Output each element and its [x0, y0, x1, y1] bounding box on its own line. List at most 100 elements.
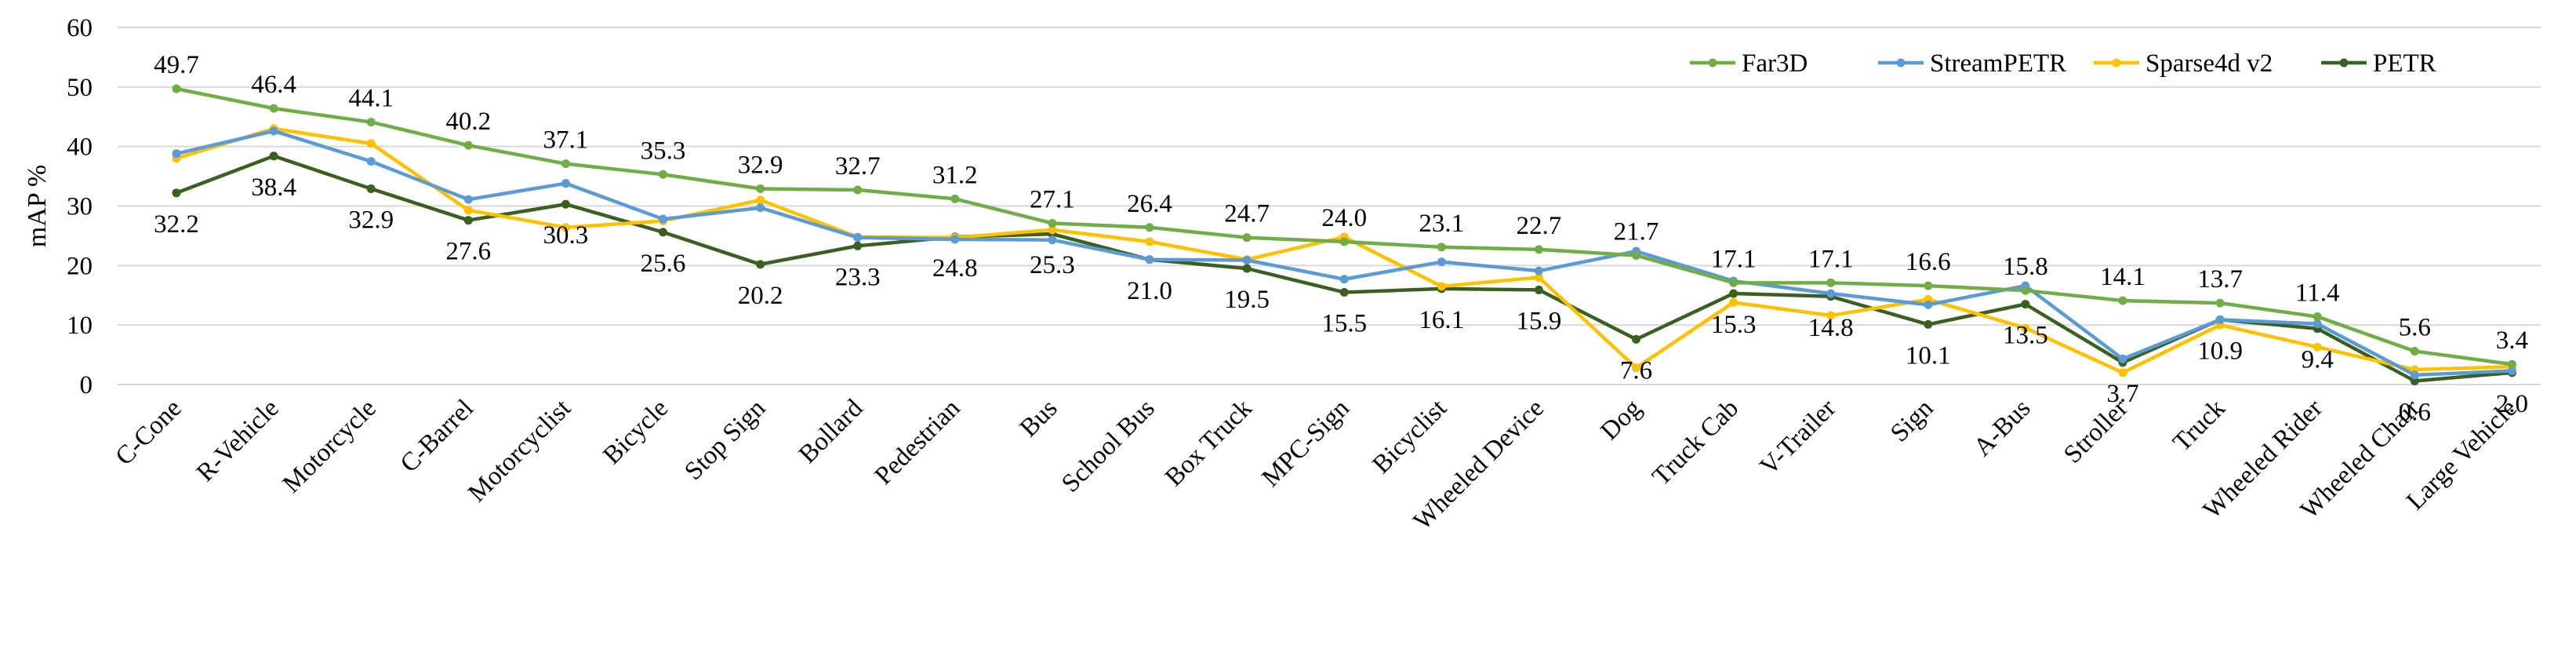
data-point: [366, 184, 376, 194]
data-point: [2313, 342, 2322, 352]
data-point: [1437, 242, 1446, 252]
series-line: [176, 129, 2512, 377]
data-label: 25.3: [1030, 251, 1075, 279]
data-point: [269, 126, 278, 136]
x-tick-label: Motorcyclist: [463, 394, 576, 508]
data-point: [561, 223, 570, 232]
data-point: [1729, 297, 1739, 307]
data-point: [2313, 319, 2322, 329]
data-point: [1048, 218, 1057, 228]
data-point: [2313, 312, 2322, 322]
data-label: 27.6: [445, 238, 491, 266]
data-label: 32.9: [738, 151, 783, 180]
data-point: [2118, 368, 2127, 377]
x-tick-label: C-Barrel: [395, 394, 479, 478]
data-point: [366, 139, 376, 148]
data-label: 10.1: [1906, 341, 1951, 370]
data-label: 26.4: [1127, 190, 1172, 218]
x-tick-label: Bicycle: [598, 394, 674, 470]
data-label: 30.3: [543, 221, 589, 250]
x-tick-label: Truck Cab: [1647, 394, 1744, 491]
data-point: [756, 260, 765, 269]
data-point: [2507, 359, 2516, 369]
data-label: 24.7: [1224, 200, 1270, 228]
x-tick-label: Bus: [1015, 394, 1063, 443]
data-label: 11.4: [2295, 279, 2340, 308]
data-point: [2507, 366, 2516, 376]
series-sparse4d-v2: [172, 124, 2516, 377]
x-tick-label: C-Cone: [111, 394, 187, 471]
legend-item: StreamPETR: [1878, 49, 2066, 78]
data-label: 16.6: [1906, 248, 1951, 276]
x-tick-label: V-Trailer: [1755, 394, 1842, 481]
data-point: [1924, 281, 1933, 290]
data-point: [1534, 273, 1543, 282]
data-point: [1924, 319, 1933, 329]
data-point: [1048, 235, 1057, 245]
series-streampetr: [172, 126, 2516, 380]
data-point: [950, 194, 960, 203]
data-point: [1826, 278, 1836, 287]
legend-item: Far3D: [1690, 49, 1808, 78]
data-point: [1339, 237, 1349, 246]
data-label: 32.2: [154, 210, 199, 239]
legend-swatch-marker: [1708, 58, 1717, 67]
data-point: [2410, 370, 2419, 380]
legend-swatch-marker: [1896, 58, 1906, 67]
data-point: [2021, 300, 2030, 309]
data-label: 15.8: [2003, 253, 2048, 281]
data-point: [1534, 245, 1543, 254]
data-point: [1632, 363, 1640, 373]
data-label: 22.7: [1517, 212, 1562, 240]
data-point: [2118, 296, 2127, 305]
data-label: 27.1: [1030, 185, 1075, 213]
data-point: [1242, 233, 1252, 242]
data-label: 32.9: [348, 206, 394, 235]
x-tick-label: R-Vehicle: [191, 394, 285, 487]
gridlines: [118, 27, 2541, 385]
data-point: [1242, 256, 1252, 265]
legend-item: PETR: [2321, 49, 2436, 78]
data-point: [463, 206, 473, 215]
x-tick-label: Box Truck: [1160, 394, 1258, 492]
data-point: [2215, 315, 2225, 324]
data-label: 15.5: [1321, 309, 1367, 337]
data-point: [853, 185, 863, 195]
data-point: [1145, 223, 1154, 232]
data-point: [1826, 289, 1836, 298]
data-label: 3.4: [2496, 326, 2528, 355]
data-label: 46.4: [251, 71, 296, 99]
data-point: [1632, 334, 1640, 344]
y-tick-label: 50: [67, 74, 93, 102]
data-point: [1437, 282, 1446, 291]
x-tick-label: School Bus: [1056, 394, 1160, 498]
data-point: [2410, 347, 2419, 356]
data-point: [2215, 298, 2225, 308]
data-label: 9.4: [2302, 346, 2334, 374]
legend-label: PETR: [2373, 49, 2436, 78]
data-point: [269, 104, 278, 113]
data-point: [1437, 257, 1446, 267]
data-label: 35.3: [641, 137, 686, 165]
data-point: [561, 199, 570, 209]
data-label: 24.8: [932, 254, 978, 283]
y-tick-label: 60: [67, 14, 93, 42]
series-far3d: [172, 84, 2516, 369]
data-point: [659, 228, 667, 237]
data-label: 15.3: [1711, 311, 1757, 339]
data-point: [463, 140, 473, 150]
data-label: 25.6: [641, 250, 686, 278]
data-point: [463, 216, 473, 225]
data-label: 21.7: [1614, 217, 1659, 246]
data-label: 38.4: [251, 173, 296, 202]
x-tick-label: Truck: [2167, 394, 2231, 458]
data-point: [756, 184, 765, 194]
data-point: [1242, 264, 1252, 273]
data-point: [1339, 275, 1349, 284]
y-tick-label: 10: [67, 312, 93, 340]
x-tick-label: A-Bus: [1968, 394, 2036, 461]
data-label: 37.1: [543, 126, 589, 155]
